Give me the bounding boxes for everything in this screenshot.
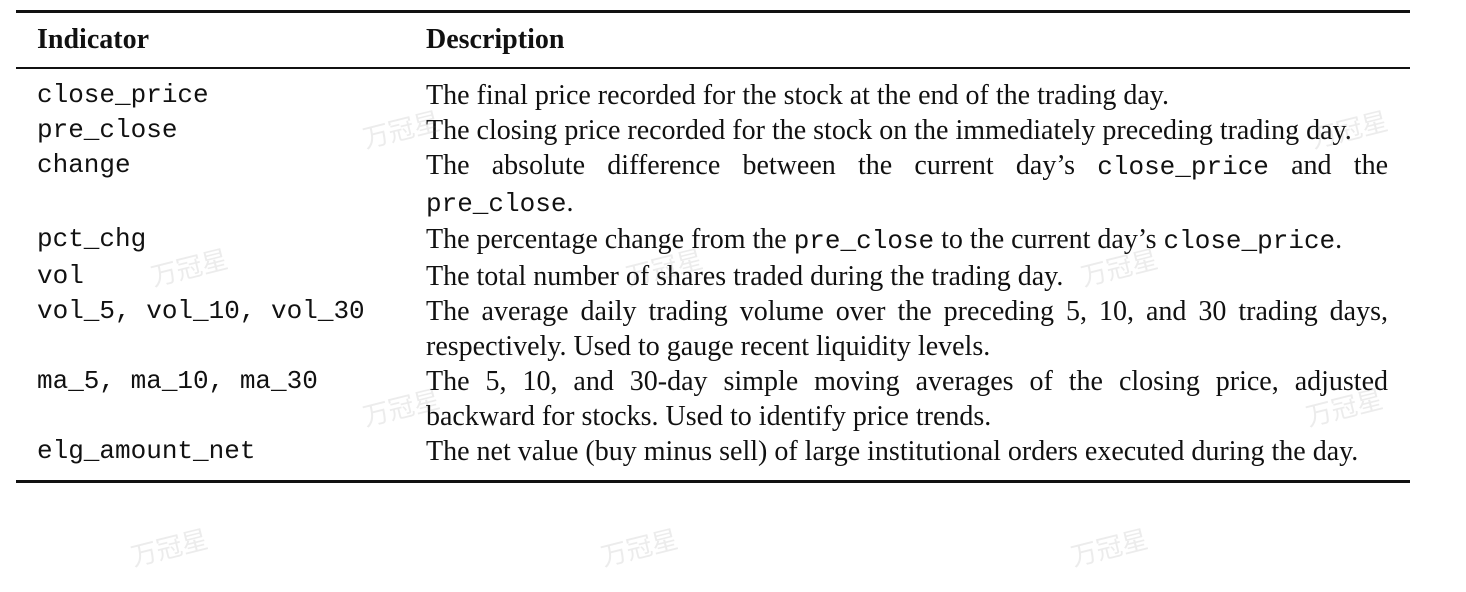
description-cell: The net value (buy minus sell) of large … bbox=[426, 434, 1410, 469]
table-row: pre_close The closing price recorded for… bbox=[16, 113, 1410, 148]
description-text: to the current day’s bbox=[934, 223, 1164, 255]
table-row: change The absolute difference between t… bbox=[16, 148, 1410, 222]
description-cell: The absolute difference between the curr… bbox=[426, 148, 1410, 222]
table-row: vol The total number of shares traded du… bbox=[16, 259, 1410, 294]
indicator-cell: pct_chg bbox=[37, 223, 147, 254]
description-text: The final price recorded for the stock a… bbox=[426, 79, 1169, 111]
table-row: vol_5, vol_10, vol_30 The average daily … bbox=[16, 294, 1410, 364]
indicator-cell: ma_5, ma_10, ma_30 bbox=[37, 365, 318, 396]
description-cell: The total number of shares traded during… bbox=[426, 259, 1410, 294]
table-header-row: Indicator Description bbox=[16, 13, 1410, 67]
description-cell: The closing price recorded for the stock… bbox=[426, 113, 1410, 148]
indicator-cell: vol_5, vol_10, vol_30 bbox=[37, 295, 365, 326]
description-text: The 5, 10, and 30-day simple moving aver… bbox=[426, 365, 1388, 432]
watermark: 万冠星 bbox=[598, 524, 682, 573]
table-row: ma_5, ma_10, ma_30 The 5, 10, and 30-day… bbox=[16, 364, 1410, 434]
indicator-cell: change bbox=[37, 149, 131, 180]
description-cell: The average daily trading volume over th… bbox=[426, 294, 1410, 364]
indicator-cell: elg_amount_net bbox=[37, 435, 256, 466]
description-text: The closing price recorded for the stock… bbox=[426, 114, 1352, 146]
table-row: close_price The final price recorded for… bbox=[16, 78, 1410, 113]
table-row: elg_amount_net The net value (buy minus … bbox=[16, 434, 1410, 469]
description-cell: The 5, 10, and 30-day simple moving aver… bbox=[426, 364, 1410, 434]
header-indicator: Indicator bbox=[37, 24, 149, 55]
header-description: Description bbox=[426, 24, 565, 55]
table-top-rule bbox=[16, 10, 1410, 13]
code-term: close_price bbox=[1163, 225, 1336, 256]
description-text: The net value (buy minus sell) of large … bbox=[426, 435, 1359, 467]
description-text: The percentage change from the bbox=[426, 223, 794, 255]
description-cell: The final price recorded for the stock a… bbox=[426, 78, 1410, 113]
indicator-cell: close_price bbox=[37, 79, 209, 110]
description-text: and the bbox=[1268, 149, 1388, 181]
table-bottom-rule bbox=[16, 479, 1410, 483]
description-text: The absolute difference between the curr… bbox=[426, 149, 1098, 181]
indicator-cell: pre_close bbox=[37, 114, 178, 145]
description-text: . bbox=[566, 186, 574, 218]
table-body: close_price The final price recorded for… bbox=[16, 69, 1410, 469]
indicator-cell: vol bbox=[37, 260, 84, 291]
code-term: pre_close bbox=[426, 188, 567, 219]
indicator-table: Indicator Description close_price The fi… bbox=[16, 10, 1410, 483]
code-term: close_price bbox=[1097, 151, 1269, 182]
watermark: 万冠星 bbox=[128, 524, 212, 573]
watermark: 万冠星 bbox=[1068, 524, 1152, 573]
description-text: The total number of shares traded during… bbox=[426, 260, 1064, 292]
table-row: pct_chg The percentage change from the p… bbox=[16, 222, 1410, 259]
description-text: . bbox=[1335, 223, 1343, 255]
table-header-rule bbox=[16, 67, 1410, 69]
description-text: The average daily trading volume over th… bbox=[426, 295, 1388, 362]
code-term: pre_close bbox=[793, 225, 935, 256]
description-cell: The percentage change from the pre_close… bbox=[426, 222, 1410, 259]
